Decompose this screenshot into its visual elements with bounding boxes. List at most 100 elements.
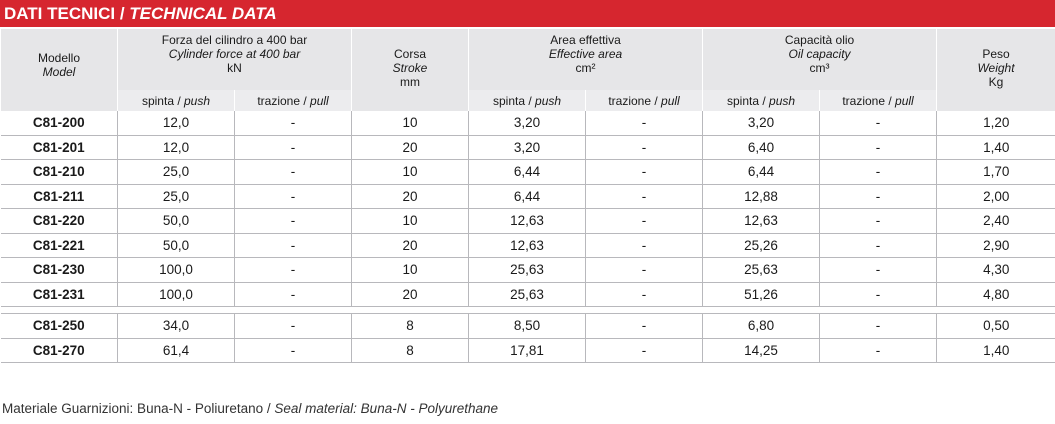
header-area: Area effettiva Effective area cm² [468,29,704,90]
cell-force-pull: - [233,184,352,209]
footnote-it: Materiale Guarnizioni: Buna-N - Poliuret… [2,401,275,416]
header-stroke-unit: mm [400,75,421,89]
pull-label-it: trazione / [257,93,311,108]
table-row: C81-270 61,4-8 17,81-14,25-1,40 [0,338,1055,363]
group-separator [0,306,1055,314]
cell-oil-push: 6,44 [702,159,820,185]
cell-force-push: 34,0 [117,313,235,339]
cell-area-push: 6,44 [468,184,586,209]
header-stroke: Corsa Stroke mm [351,29,470,111]
push-label-en: push [535,93,562,108]
cell-force-pull: - [233,313,352,339]
cell-area-pull: - [585,135,703,160]
footnote-en: Seal material: Buna-N - Polyurethane [274,401,499,416]
header-force-unit: kN [227,61,242,75]
header-weight-en: Weight [977,61,1015,75]
pull-label-it: trazione / [842,93,896,108]
table-row: C81-231 100,0-20 25,63-51,26-4,80 [0,282,1055,307]
cell-weight: 4,30 [936,257,1055,283]
cell-force-push: 25,0 [117,159,235,185]
table-body: C81-200 12,0-10 3,20-3,20-1,20 C81-201 12,0-… [0,111,1055,363]
cell-stroke: 8 [351,338,469,363]
cell-model: C81-221 [0,233,118,258]
cell-weight: 4,80 [936,282,1055,307]
cell-area-push: 8,50 [468,313,586,339]
header-area-it: Area effettiva [550,33,621,47]
cell-force-pull: - [233,135,352,160]
cell-stroke: 20 [351,135,469,160]
cell-area-push: 12,63 [468,233,586,258]
header-force-en: Cylinder force at 400 bar [168,47,301,61]
subheader-force-push: spinta / push [117,90,235,111]
title-italian: DATI TECNICI / [4,4,130,23]
cell-oil-pull: - [819,313,937,339]
cell-force-push: 12,0 [117,135,235,160]
cell-area-push: 17,81 [468,338,586,363]
cell-oil-pull: - [819,111,937,136]
cell-stroke: 8 [351,313,469,339]
cell-weight: 2,90 [936,233,1055,258]
push-label-it: spinta / [141,93,184,108]
cell-force-pull: - [233,338,352,363]
cell-area-pull: - [585,159,703,185]
cell-oil-push: 14,25 [702,338,820,363]
cell-weight: 1,20 [936,111,1055,136]
cell-model: C81-231 [0,282,118,307]
title-english: TECHNICAL DATA [129,4,277,23]
cell-weight: 2,00 [936,184,1055,209]
cell-stroke: 20 [351,233,469,258]
cell-area-push: 25,63 [468,257,586,283]
cell-oil-push: 12,63 [702,208,820,234]
cell-stroke: 20 [351,184,469,209]
cell-force-pull: - [233,257,352,283]
cell-stroke: 10 [351,257,469,283]
subheader-oil-push: spinta / push [702,90,821,111]
cell-force-push: 12,0 [117,111,235,136]
cell-oil-pull: - [819,208,937,234]
cell-oil-pull: - [819,257,937,283]
cell-weight: 1,40 [936,135,1055,160]
technical-data-table: Modello Model Forza del cilindro a 400 b… [0,29,1055,363]
cell-force-push: 100,0 [117,282,235,307]
footnote: Materiale Guarnizioni: Buna-N - Poliuret… [2,401,498,416]
cell-oil-pull: - [819,135,937,160]
cell-weight: 1,40 [936,338,1055,363]
header-model-it: Modello [37,51,81,65]
subheader-force-pull: trazione / pull [233,90,353,111]
pull-label-en: pull [661,93,680,108]
cell-oil-push: 51,26 [702,282,820,307]
table-row: C81-221 50,0-20 12,63-25,26-2,90 [0,233,1055,258]
cell-oil-pull: - [819,159,937,185]
subheader-area-push: spinta / push [468,90,587,111]
header-force-it: Forza del cilindro a 400 bar [161,33,308,47]
cell-stroke: 10 [351,159,469,185]
header-stroke-it: Corsa [394,47,427,61]
cell-area-pull: - [585,208,703,234]
cell-model: C81-211 [0,184,118,209]
cell-model: C81-210 [0,159,118,185]
title-bar: DATI TECNICI / TECHNICAL DATA [0,0,1055,27]
cell-oil-push: 12,88 [702,184,820,209]
cell-oil-pull: - [819,184,937,209]
cell-force-push: 25,0 [117,184,235,209]
push-label-it: spinta / [726,93,770,108]
cell-stroke: 10 [351,111,469,136]
push-label-en: push [184,93,211,108]
cell-area-push: 3,20 [468,135,586,160]
subheader-area-pull: trazione / pull [585,90,704,111]
cell-model: C81-201 [0,135,118,160]
cell-model: C81-200 [0,111,118,136]
header-oil-en: Oil capacity [788,47,851,61]
cell-oil-pull: - [819,338,937,363]
table-row: C81-230 100,0-10 25,63-25,63-4,30 [0,257,1055,283]
header-weight-unit: Kg [988,75,1004,89]
cell-oil-pull: - [819,282,937,307]
cell-oil-push: 25,26 [702,233,820,258]
cell-area-pull: - [585,313,703,339]
cell-area-pull: - [585,111,703,136]
cell-area-pull: - [585,282,703,307]
cell-force-push: 61,4 [117,338,235,363]
cell-oil-push: 25,63 [702,257,820,283]
cell-oil-push: 6,40 [702,135,820,160]
cell-force-pull: - [233,233,352,258]
